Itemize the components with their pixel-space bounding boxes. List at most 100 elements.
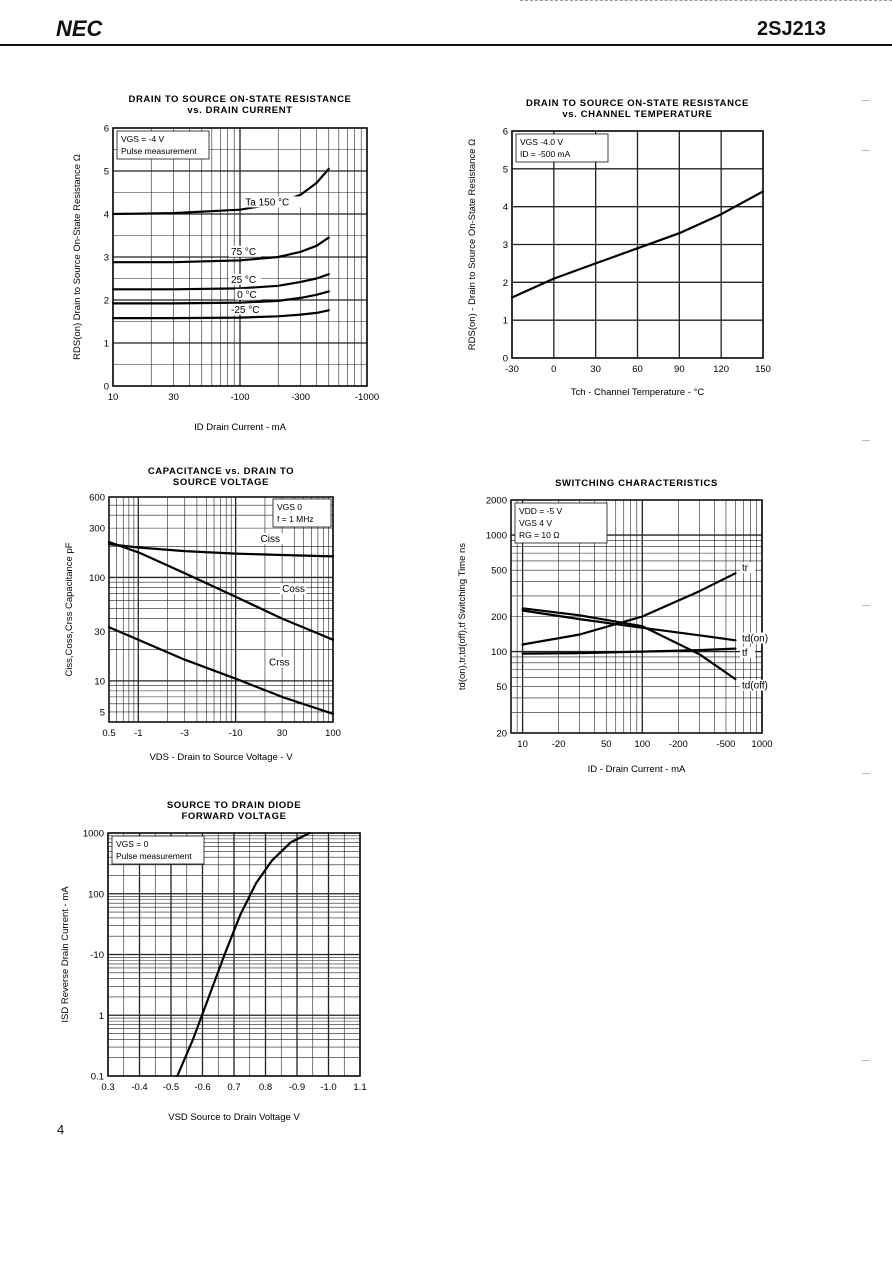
series-line-coss (107, 540, 335, 641)
condition-note: RG = 10 Ω (519, 530, 560, 540)
x-tick-label: -1000 (355, 392, 379, 403)
series-label: -25 °C (231, 305, 259, 316)
y-tick-label: 20 (496, 729, 507, 740)
chart-title-line: vs. CHANNEL TEMPERATURE (562, 109, 712, 120)
header-rule (0, 44, 892, 46)
condition-note: VGS 4 V (519, 518, 552, 528)
series-line-0-c (111, 290, 330, 305)
y-tick-label: 2 (503, 278, 508, 289)
x-tick-label: -0.6 (194, 1082, 210, 1093)
series-label: Coss (282, 584, 305, 595)
plot-frame (510, 499, 763, 734)
y-tick-label: 3 (104, 253, 109, 264)
y-axis-label: td(on),tr,td(off),tf Switching Time ns (457, 543, 468, 690)
x-tick-label: 100 (325, 728, 341, 739)
series-label-bg (739, 632, 778, 644)
y-tick-label: 0 (503, 354, 508, 365)
scan-speck (862, 605, 870, 606)
condition-note: Pulse measurement (121, 146, 197, 156)
x-tick-label: 0 (551, 364, 556, 375)
series-label-bg (739, 646, 756, 658)
chart-title-line: SOURCE TO DRAIN DIODE (167, 800, 301, 811)
y-tick-label: 4 (104, 210, 109, 221)
chart-title-line: CAPACITANCE vs. DRAIN TO (148, 466, 294, 477)
condition-note: VGS 0 (277, 502, 302, 512)
page-number: 4 (57, 1122, 65, 1137)
series-label-bg (229, 245, 262, 257)
scan-speck (862, 100, 870, 101)
conditions-box (515, 133, 609, 163)
y-axis-label: ISD Reverse Drain Current - mA (60, 886, 71, 1023)
x-tick-label: 1000 (751, 739, 772, 750)
series-label: tf (742, 648, 748, 659)
series-line-crss (107, 626, 335, 715)
y-tick-label: 600 (89, 493, 105, 504)
x-tick-label: -0.9 (289, 1082, 305, 1093)
condition-note: VGS -4.0 V (520, 137, 563, 147)
conditions-box (272, 498, 332, 528)
conditions-box (116, 130, 210, 160)
x-tick-label: 30 (277, 728, 288, 739)
series-label: td(on) (742, 634, 768, 645)
x-tick-label: 100 (634, 739, 650, 750)
series-line-tf (521, 647, 737, 655)
x-tick-label: 120 (713, 364, 729, 375)
plot-frame (107, 832, 361, 1077)
series-label-bg (739, 562, 756, 574)
x-tick-label: -3 (181, 728, 189, 739)
x-tick-label: -10 (229, 728, 243, 739)
series-line-25-c (111, 273, 330, 291)
y-tick-label: 100 (491, 647, 507, 658)
x-tick-label: -20 (552, 739, 566, 750)
chart-title-line: SWITCHING CHARACTERISTICS (555, 478, 718, 489)
x-tick-label: -30 (505, 364, 519, 375)
series-line-td-on- (521, 609, 737, 642)
x-tick-label: -1 (134, 728, 142, 739)
condition-note: f = 1 MHz (277, 514, 314, 524)
scan-speck (862, 1060, 870, 1061)
x-axis-label: Tch - Channel Temperature - °C (571, 387, 705, 398)
series-label: Ciss (261, 534, 280, 545)
x-tick-label: 30 (590, 364, 601, 375)
x-tick-label: -200 (669, 739, 688, 750)
series-label: tr (742, 563, 749, 574)
x-tick-label: -0.5 (163, 1082, 179, 1093)
series-label: Ta 150 °C (245, 197, 289, 208)
y-tick-label: 0.1 (91, 1072, 104, 1083)
condition-note: VDD = -5 V (519, 506, 563, 516)
nec-logo: NEC (56, 16, 103, 41)
condition-note: VGS = 0 (116, 839, 149, 849)
x-tick-label: 30 (168, 392, 179, 403)
series-line (510, 190, 765, 299)
chart-title-line: FORWARD VOLTAGE (181, 811, 286, 822)
series-line-tr (521, 572, 737, 646)
scan-speck (862, 440, 870, 441)
y-tick-label: 6 (104, 124, 109, 135)
y-axis-label: RDS(on) - Drain to Source On-State Resis… (467, 139, 478, 350)
y-tick-label: 100 (89, 573, 105, 584)
x-axis-label: ID - Drain Current - mA (588, 764, 686, 775)
series-line-ciss (107, 542, 335, 558)
y-axis-label: RDS(on) Drain to Source On-State Resista… (72, 154, 83, 360)
x-tick-label: -1.0 (320, 1082, 336, 1093)
y-tick-label: 10 (94, 676, 105, 687)
condition-note: ID = -500 mA (520, 149, 571, 159)
y-axis-label: Ciss,Coss,Crss Capacitance pF (64, 542, 75, 676)
y-tick-label: 6 (503, 127, 508, 138)
part-number: 2SJ213 (757, 18, 826, 40)
y-tick-label: 2000 (486, 496, 507, 507)
y-tick-label: 100 (88, 889, 104, 900)
x-tick-label: 10 (517, 739, 528, 750)
x-tick-label: 0.8 (259, 1082, 272, 1093)
condition-note: VGS = -4 V (121, 134, 165, 144)
plot-frame (511, 130, 764, 359)
series-label-bg (229, 273, 262, 285)
chart-grid (107, 832, 361, 1077)
y-tick-label: 300 (89, 524, 105, 535)
y-tick-label: 1000 (83, 829, 104, 840)
y-tick-label: 5 (100, 707, 105, 718)
y-tick-label: 0 (104, 382, 109, 393)
